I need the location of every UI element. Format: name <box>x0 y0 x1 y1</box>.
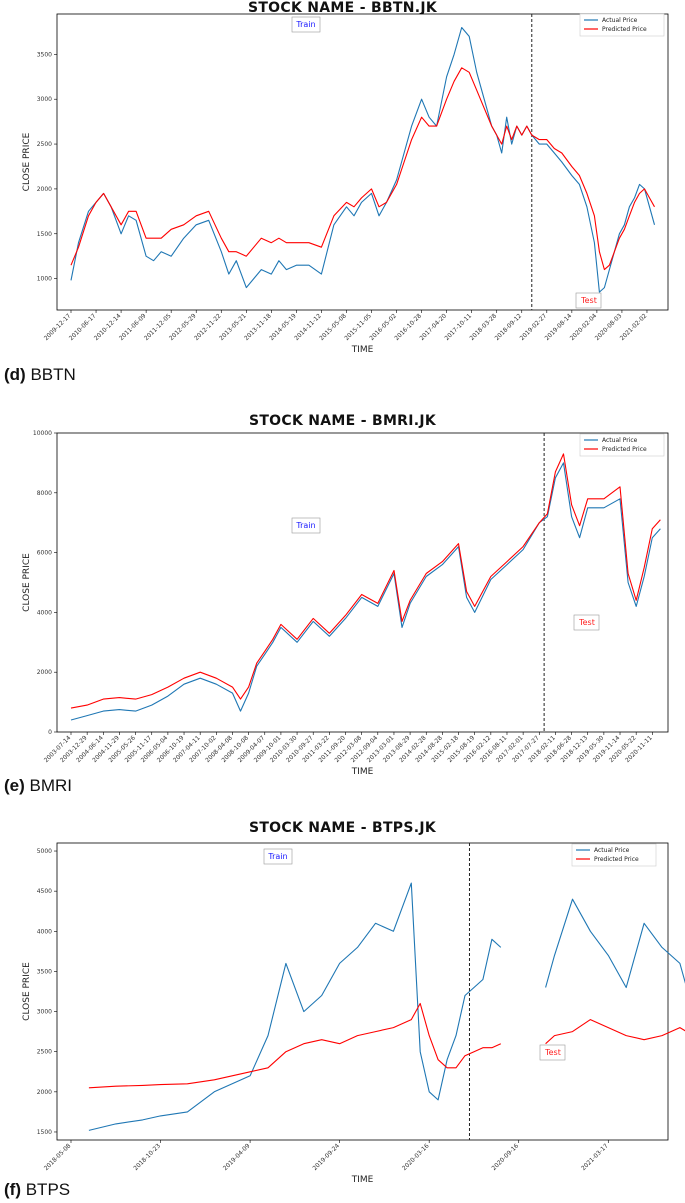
train-box <box>291 517 321 534</box>
train-label: Train <box>267 852 287 861</box>
chart-btps: 1500 2000 2500 3000 3500 4000 4500 5000 2018-05-… <box>22 842 685 1185</box>
test-label: Test <box>578 618 595 627</box>
caption-name: BBTN <box>30 365 76 384</box>
x-tick-label: 2018-10-23 <box>132 1142 162 1172</box>
legend-entry: Predicted Price <box>602 26 647 33</box>
y-tick-label: 3500 <box>37 968 52 975</box>
train-label: Train <box>295 521 315 530</box>
series-line-predicted <box>70 453 661 709</box>
caption-name: BMRI <box>29 776 73 795</box>
y-tick-label: 3000 <box>37 1009 52 1016</box>
x-tick-label: 2020-09-16 <box>491 1142 521 1172</box>
legend-box <box>571 843 657 867</box>
y-tick-label: 3000 <box>37 96 52 103</box>
y-axis-label: CLOSE PRICE <box>22 553 32 612</box>
plot-frame <box>56 432 669 733</box>
train-box <box>291 16 321 33</box>
test-label: Test <box>580 296 597 305</box>
test-box <box>573 614 600 631</box>
y-tick-label: 4000 <box>37 928 52 935</box>
y-tick-label: 3500 <box>37 51 52 58</box>
legend-entry: Predicted Price <box>602 446 647 453</box>
y-axis-label: CLOSE PRICE <box>22 962 32 1021</box>
y-tick-label: 2500 <box>37 1049 52 1056</box>
y-tick-label: 4500 <box>37 888 52 895</box>
x-axis-label: TIME <box>351 767 374 777</box>
legend-entry: Actual Price <box>594 847 630 854</box>
figure-caption: (e) BMRI <box>4 776 72 796</box>
y-tick-label: 6000 <box>37 550 52 557</box>
chart-title: STOCK NAME - BBTN.JK <box>247 0 438 16</box>
series-line-predicted <box>70 67 655 271</box>
x-tick-label: 2021-02-02 <box>619 312 649 342</box>
y-tick-label: 1500 <box>37 231 52 238</box>
plot-frame <box>56 842 669 1141</box>
legend-entry: Predicted Price <box>594 856 639 863</box>
x-tick-label: 2020-03-16 <box>401 1142 431 1172</box>
series-line-predicted <box>88 1002 685 1089</box>
y-tick-label: 1000 <box>37 276 52 283</box>
panel-btps: STOCK NAME - BTPS.JK 1500 2000 2500 3000 350… <box>0 815 685 1203</box>
y-tick-label: 2500 <box>37 141 52 148</box>
train-box <box>263 848 293 865</box>
plot-frame <box>56 13 669 311</box>
figure-caption: (f) BTPS <box>4 1180 70 1200</box>
legend-entry: Actual Price <box>602 437 638 444</box>
x-tick-label: 2018-05-08 <box>43 1142 73 1172</box>
y-tick-label: 1500 <box>37 1129 52 1136</box>
x-axis-label: TIME <box>351 345 374 355</box>
legend-box <box>579 13 665 37</box>
series-line-actual <box>88 882 685 1131</box>
test-label: Test <box>544 1048 561 1057</box>
y-tick-label: 2000 <box>37 186 52 193</box>
test-box <box>575 292 602 309</box>
y-axis-label: CLOSE PRICE <box>22 132 32 191</box>
y-tick-label: 10000 <box>33 430 52 437</box>
train-label: Train <box>295 20 315 29</box>
x-tick-label: 2019-04-09 <box>222 1142 252 1172</box>
series-line-actual <box>70 26 656 293</box>
chart-title: STOCK NAME - BMRI.JK <box>248 413 437 429</box>
figure-caption: (d) BBTN <box>4 365 76 385</box>
y-tick-label: 8000 <box>37 490 52 497</box>
caption-letter: (f) <box>4 1180 21 1199</box>
x-axis-label: TIME <box>351 1175 374 1185</box>
x-tick-label: 2019-09-24 <box>311 1142 341 1172</box>
chart-bbtn: 1000150020002500300035002009-12-172010-0… <box>22 13 669 355</box>
panel-bbtn: STOCK NAME - BBTN.JK 1000 1500 2000 2500 300… <box>0 0 685 395</box>
chart-bmri: 02000400060008000100002003-07-142003-12-… <box>22 430 669 777</box>
y-tick-label: 4000 <box>37 609 52 616</box>
caption-letter: (d) <box>4 365 26 384</box>
legend-box <box>579 433 665 457</box>
test-box <box>539 1044 566 1061</box>
panel-bmri: STOCK NAME - BMRI.JK 0 2000 4000 6000 8000 10… <box>0 405 685 800</box>
x-tick-label: 2021-03-17 <box>580 1142 610 1172</box>
y-tick-label: 5000 <box>37 848 52 855</box>
caption-name: BTPS <box>25 1180 71 1199</box>
y-tick-label: 2000 <box>37 669 52 676</box>
y-tick-label: 2000 <box>37 1089 52 1096</box>
legend-entry: Actual Price <box>602 17 638 24</box>
caption-letter: (e) <box>4 776 25 795</box>
chart-title: STOCK NAME - BTPS.JK <box>248 820 437 836</box>
y-tick-label: 0 <box>48 729 52 736</box>
series-line-actual <box>70 462 661 721</box>
